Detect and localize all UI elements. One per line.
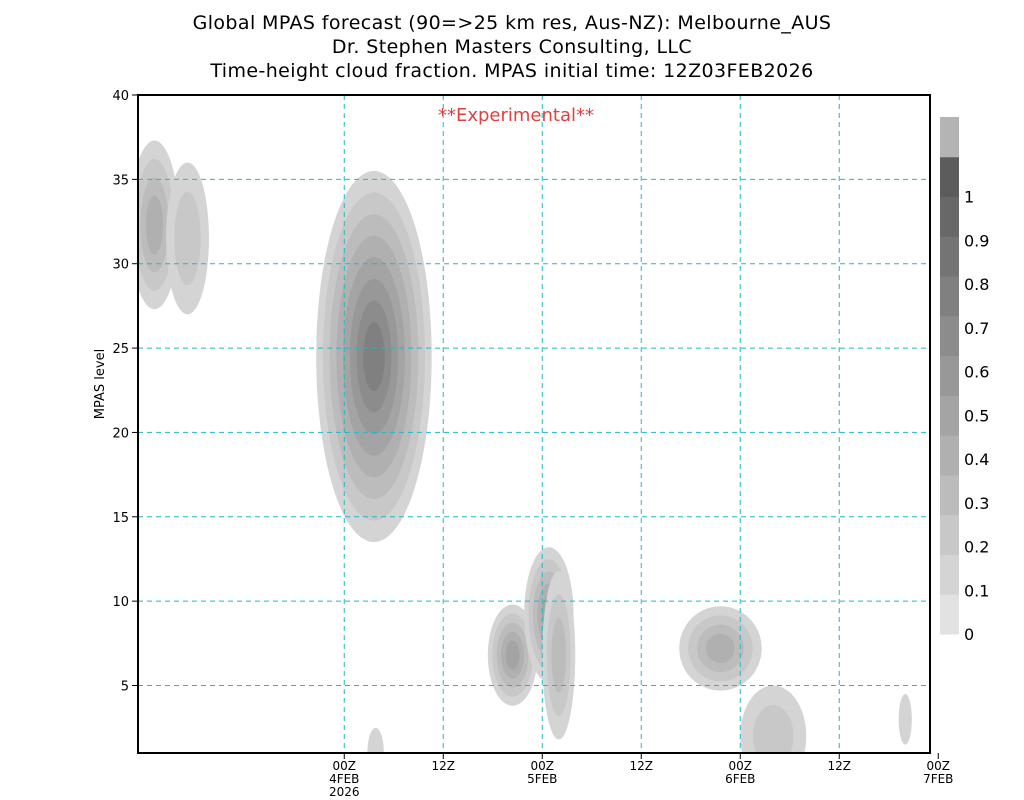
y-tick-label-1: 10 — [112, 595, 129, 610]
x-tick-label-0-1: 4FEB — [329, 772, 359, 786]
colorbar-label-8: 0.8 — [964, 275, 989, 294]
cloud-feature-10-band-0 — [948, 643, 988, 800]
colorbar-swatch-1 — [940, 554, 959, 595]
colorbar-label-10: 1 — [964, 188, 974, 207]
cloud-feature-4-band-4 — [505, 640, 520, 670]
x-tick-label-0-0: 00Z — [333, 759, 357, 773]
colorbar-swatch-5 — [940, 395, 959, 436]
x-tick-label-6-0: 00Z — [927, 759, 951, 773]
y-tick-label-2: 15 — [112, 511, 129, 526]
y-tick-label-0: 5 — [121, 680, 129, 695]
colorbar-label-5: 0.5 — [964, 406, 989, 425]
colorbar-swatch-9 — [940, 236, 959, 277]
y-tick-label-5: 30 — [112, 258, 129, 273]
x-tick-label-6-1: 7FEB — [923, 772, 953, 786]
y-tick-label-7: 40 — [112, 89, 129, 104]
cloud-feature-3-band-0 — [367, 727, 384, 753]
cloud-feature-8-band-1 — [752, 704, 794, 753]
colorbar-label-0: 0 — [964, 625, 974, 644]
x-tick-label-2-1: 5FEB — [527, 772, 557, 786]
experimental-annotation: **Experimental** — [438, 105, 594, 126]
cloud-feature-6-band-2 — [551, 617, 567, 693]
chart-title-line-3: Time-height cloud fraction. MPAS initial… — [210, 60, 814, 82]
colorbar-swatch-8 — [940, 276, 959, 317]
colorbar-swatch-4 — [940, 435, 959, 476]
colorbar-label-3: 0.3 — [964, 494, 989, 513]
cloud-feature-9-band-0 — [898, 693, 912, 745]
colorbar-swatch-6 — [940, 355, 959, 396]
colorbar-label-1: 0.1 — [964, 581, 989, 600]
x-tick-label-2-0: 00Z — [531, 759, 555, 773]
colorbar-swatch-10 — [940, 196, 959, 237]
cloud-feature-7-band-3 — [706, 633, 735, 664]
chart-title-line-1: Global MPAS forecast (90=>25 km res, Aus… — [192, 12, 832, 34]
colorbar-swatch-0 — [940, 594, 959, 635]
x-tick-label-1-0: 12Z — [432, 759, 456, 773]
colorbar-swatch-12 — [940, 117, 959, 158]
colorbar-swatch-2 — [940, 514, 959, 555]
colorbar-label-9: 0.9 — [964, 231, 989, 250]
colorbar-label-6: 0.6 — [964, 363, 989, 382]
y-tick-label-3: 20 — [112, 426, 129, 441]
colorbar-label-2: 0.2 — [964, 538, 989, 557]
plot-frame — [137, 94, 931, 754]
x-tick-label-4-1: 6FEB — [725, 772, 755, 786]
y-tick-label-6: 35 — [112, 173, 129, 188]
y-axis-label: MPAS level — [93, 349, 108, 419]
x-tick-label-4-0: 00Z — [729, 759, 753, 773]
y-tick-label-4: 25 — [112, 342, 129, 357]
colorbar-swatch-11 — [940, 156, 959, 198]
cloud-feature-1-band-1 — [174, 191, 201, 286]
cloud-features — [138, 140, 988, 800]
colorbar-swatch-3 — [940, 474, 959, 516]
cloud-feature-2-band-7 — [363, 321, 385, 392]
chart-title-line-2: Dr. Stephen Masters Consulting, LLC — [331, 36, 693, 58]
cloud-feature-0-band-3 — [145, 195, 164, 255]
x-tick-label-3-0: 12Z — [630, 759, 654, 773]
x-tick-label-0-2: 2026 — [329, 785, 360, 799]
colorbar-label-4: 0.4 — [964, 450, 989, 469]
cloud-feature-10-band-1 — [956, 676, 980, 780]
x-tick-label-5-0: 12Z — [828, 759, 852, 773]
colorbar-label-7: 0.7 — [964, 319, 989, 338]
colorbar-swatch-7 — [940, 315, 959, 357]
